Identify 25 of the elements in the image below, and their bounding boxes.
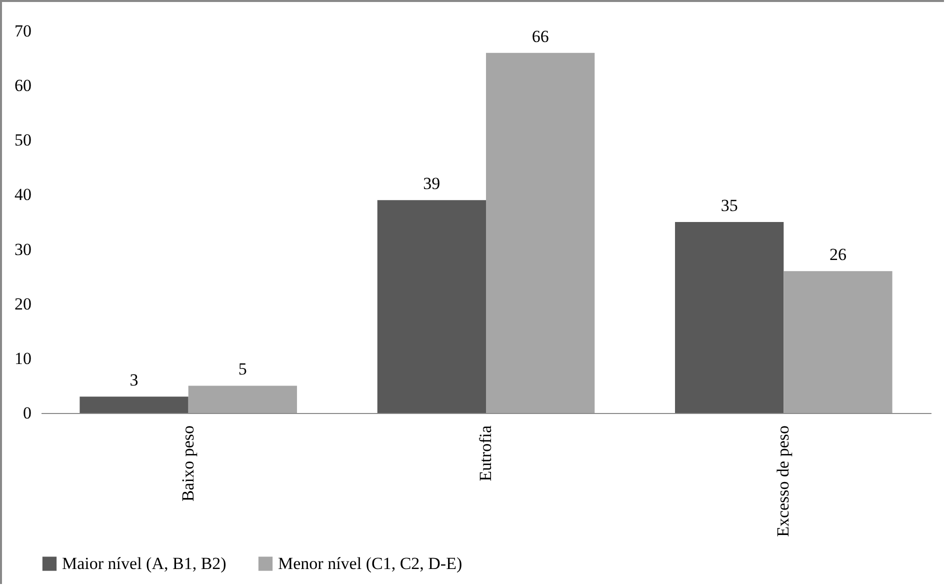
data-label: 5 [238, 360, 247, 379]
y-tick-label: 50 [14, 130, 32, 150]
legend-label: Menor nível (C1, C2, D-E) [278, 554, 462, 573]
bar [377, 200, 486, 413]
data-label: 26 [829, 245, 846, 264]
data-label: 35 [720, 196, 738, 215]
bar [784, 271, 892, 413]
bar [486, 52, 595, 413]
y-tick-label: 0 [23, 404, 32, 422]
bar [675, 222, 784, 413]
y-tick-label: 40 [14, 185, 32, 204]
data-label: 3 [130, 370, 138, 390]
y-tick-label: 20 [14, 294, 32, 314]
y-tick-label: 30 [14, 240, 32, 259]
x-tick-label: Eutrofia [476, 425, 495, 482]
bar [80, 396, 188, 413]
data-label: 66 [532, 26, 549, 46]
bar [188, 386, 297, 413]
x-tick-label: Excesso de peso [774, 426, 793, 537]
y-tick-label: 70 [14, 22, 32, 40]
y-tick-label: 60 [14, 76, 32, 96]
x-tick-label: Baixo peso [178, 426, 198, 502]
legend-label: Maior nível (A, B1, B2) [62, 554, 226, 573]
data-label: 39 [423, 174, 440, 194]
y-tick-label: 10 [14, 348, 32, 368]
